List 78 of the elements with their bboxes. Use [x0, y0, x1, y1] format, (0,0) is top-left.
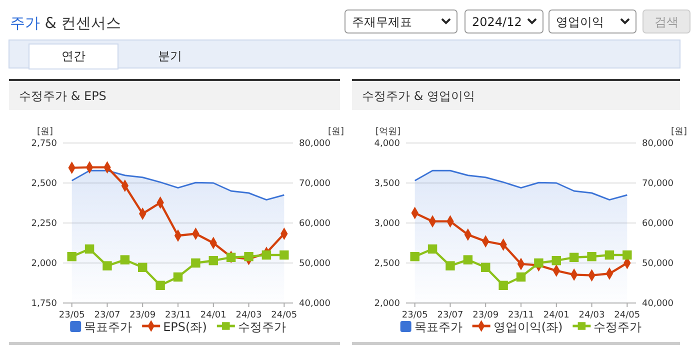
point — [587, 252, 596, 262]
x-tick-label: 23/07 — [94, 310, 120, 320]
y2-tick-label: 40,000 — [642, 298, 674, 309]
point — [410, 252, 420, 262]
dropdown: 2024/12 — [464, 10, 544, 34]
y-tick-label: 3,000 — [374, 218, 400, 229]
y2-tick-label: 60,000 — [642, 218, 674, 229]
x-tick-label: 23/11 — [508, 310, 534, 320]
point — [481, 262, 490, 272]
legend-label: 수정주가 — [594, 320, 642, 334]
y2-axis-title: [원] — [670, 127, 688, 137]
x-tick-label: 23/07 — [437, 310, 464, 320]
y2-tick-label: 50,000 — [642, 258, 674, 269]
point — [120, 255, 130, 264]
point — [191, 258, 200, 268]
y2-tick-label: 40,000 — [299, 298, 331, 309]
text: 연간 — [62, 49, 86, 63]
x-tick-label: 23/11 — [165, 310, 191, 320]
x-tick-label: 24/03 — [578, 310, 605, 320]
dropdown: 주재무제표 — [344, 10, 458, 34]
y2-tick-label: 60,000 — [299, 218, 331, 229]
point — [262, 250, 272, 260]
x-tick-label: 24/05 — [271, 310, 298, 320]
y-tick-label: 2,000 — [374, 298, 400, 309]
text: 분기 — [158, 49, 182, 63]
x-tick-label: 23/05 — [58, 310, 85, 320]
y2-tick-label: 70,000 — [642, 178, 674, 189]
y-tick-label: 1,750 — [31, 298, 58, 309]
point — [428, 244, 438, 254]
chart-title: 수정주가 & EPS — [19, 89, 106, 103]
legend-label: EPS(좌) — [163, 320, 207, 334]
y-tick-label: 2,500 — [31, 178, 58, 189]
point — [516, 272, 526, 282]
point — [569, 252, 579, 262]
legend-label: 영업이익(좌) — [493, 320, 563, 334]
point — [622, 250, 632, 260]
y2-tick-label: 70,000 — [299, 178, 331, 189]
y-tick-label: 3,500 — [374, 178, 400, 189]
point — [463, 255, 473, 264]
y2-tick-label: 50,000 — [299, 258, 331, 269]
y-tick-label: 4,000 — [374, 138, 400, 149]
button: 검색 — [642, 10, 690, 34]
point — [446, 261, 455, 270]
x-tick-label: 23/05 — [402, 310, 428, 320]
dropdown: 영업이익 — [548, 10, 636, 34]
point — [280, 250, 289, 260]
y2-axis-title: [원] — [328, 127, 344, 137]
legend-label: 목표주가 — [414, 320, 462, 334]
chart-title: 수정주가 & 영업이익 — [362, 89, 475, 103]
y-tick-label: 2,250 — [31, 218, 58, 229]
y2-tick-label: 80,000 — [299, 138, 331, 149]
point — [173, 272, 183, 282]
x-tick-label: 24/05 — [614, 310, 640, 320]
x-tick-label: 24/01 — [543, 310, 570, 320]
point — [138, 262, 148, 272]
y-tick-label: 2,750 — [31, 138, 58, 149]
point — [498, 280, 508, 290]
y-axis-title: [원] — [36, 127, 54, 137]
y-tick-label: 2,500 — [374, 258, 400, 269]
legend-label: 목표주가 — [84, 320, 132, 334]
point — [102, 261, 112, 270]
x-tick-label: 23/09 — [472, 310, 499, 320]
y-tick-label: 2,000 — [31, 258, 58, 269]
x-tick-label: 24/01 — [200, 310, 226, 320]
point — [604, 250, 614, 260]
point — [244, 252, 254, 262]
y-axis-title: [억원] — [375, 127, 401, 137]
point — [84, 244, 94, 254]
text: 주가 & 컨센서스 — [10, 14, 122, 32]
point — [552, 256, 561, 266]
y2-tick-label: 80,000 — [642, 138, 674, 149]
point — [67, 252, 76, 262]
point — [208, 256, 218, 266]
point — [534, 258, 544, 268]
legend-label: 수정주가 — [238, 320, 286, 334]
point — [156, 280, 165, 290]
x-tick-label: 23/09 — [130, 310, 156, 320]
x-tick-label: 24/03 — [236, 310, 262, 320]
